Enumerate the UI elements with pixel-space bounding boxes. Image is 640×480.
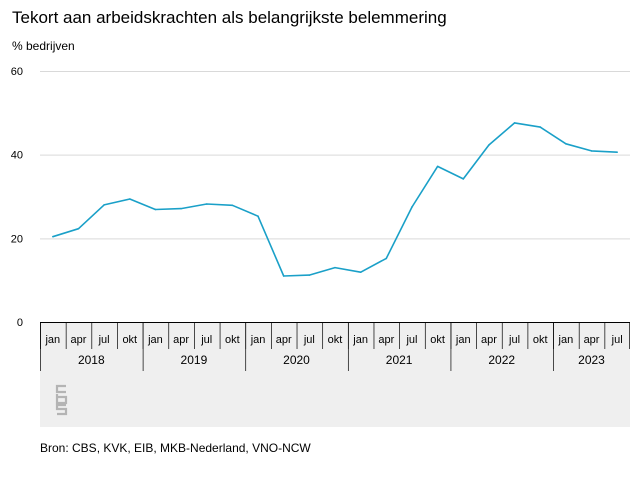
data-point	[257, 215, 259, 217]
data-point	[231, 204, 234, 207]
x-tick-label: okt	[430, 334, 445, 346]
x-tick-label: apr	[584, 334, 600, 346]
x-tick-label: apr	[378, 334, 394, 346]
x-tick-label: jul	[200, 334, 212, 346]
y-axis-label: % bedrijven	[12, 39, 75, 53]
x-tick-label: jan	[44, 334, 60, 346]
gridlines	[40, 71, 630, 240]
data-point	[308, 274, 311, 276]
x-tick-labels: jan apr jul okt jan apr jul okt jan apr jul okt jan a…	[40, 322, 630, 349]
year-label: 2021	[386, 353, 413, 367]
data-point	[539, 126, 542, 128]
y-tick-labels: 0 20 40 60	[11, 66, 23, 329]
year-label: 2018	[78, 353, 105, 367]
x-tick-label: okt	[533, 334, 548, 346]
cbs-logo-icon	[55, 384, 68, 416]
series-line-0	[52, 122, 618, 277]
x-tick-label: apr	[71, 334, 87, 346]
chart-title: Tekort aan arbeidskrachten als belangrij…	[12, 8, 447, 27]
year-labels: 2018 2019 2020 2021 2022 2023	[40, 322, 605, 371]
x-tick-label: okt	[328, 334, 343, 346]
x-tick-label: jan	[250, 334, 266, 346]
source-note: Bron: CBS, KVK, EIB, MKB-Nederland, VNO-…	[40, 441, 311, 455]
data-point	[52, 235, 54, 238]
data-point	[385, 257, 388, 260]
series-group	[52, 122, 618, 277]
data-point	[565, 142, 567, 145]
data-point	[77, 227, 80, 230]
data-point	[334, 266, 336, 269]
x-tick-label: jul	[508, 334, 520, 346]
data-point	[462, 178, 465, 180]
x-tick-label: jan	[455, 334, 471, 346]
data-point	[411, 206, 413, 208]
x-tick-label: jul	[611, 334, 623, 346]
x-tick-label: apr	[481, 334, 497, 346]
year-label: 2020	[283, 353, 310, 367]
data-point	[590, 150, 593, 152]
data-point	[154, 208, 157, 211]
x-tick-label: jul	[303, 334, 315, 346]
year-label: 2019	[181, 353, 208, 367]
data-point	[616, 151, 618, 153]
year-label: 2022	[488, 353, 515, 367]
data-point	[205, 203, 208, 205]
data-point	[359, 271, 362, 274]
y-tick-label: 0	[17, 317, 23, 329]
year-label: 2023	[578, 353, 605, 367]
data-point	[103, 204, 105, 206]
data-point	[488, 144, 490, 146]
x-tick-label: apr	[173, 334, 189, 346]
y-tick-label: 20	[11, 233, 23, 245]
x-axis-band	[40, 323, 630, 427]
x-tick-label: jan	[558, 334, 574, 346]
x-tick-label: jan	[147, 334, 163, 346]
data-point	[180, 207, 182, 210]
x-tick-label: jul	[405, 334, 417, 346]
x-tick-label: okt	[122, 334, 137, 346]
data-point	[513, 122, 516, 124]
x-tick-label: jul	[98, 334, 110, 346]
y-tick-label: 40	[11, 150, 23, 162]
data-point	[282, 275, 285, 277]
x-tick-label: apr	[276, 334, 292, 346]
y-tick-label: 60	[11, 66, 23, 78]
data-point	[436, 165, 439, 168]
x-tick-label: jan	[352, 334, 368, 346]
x-tick-label: okt	[225, 334, 240, 346]
data-point	[128, 198, 131, 200]
